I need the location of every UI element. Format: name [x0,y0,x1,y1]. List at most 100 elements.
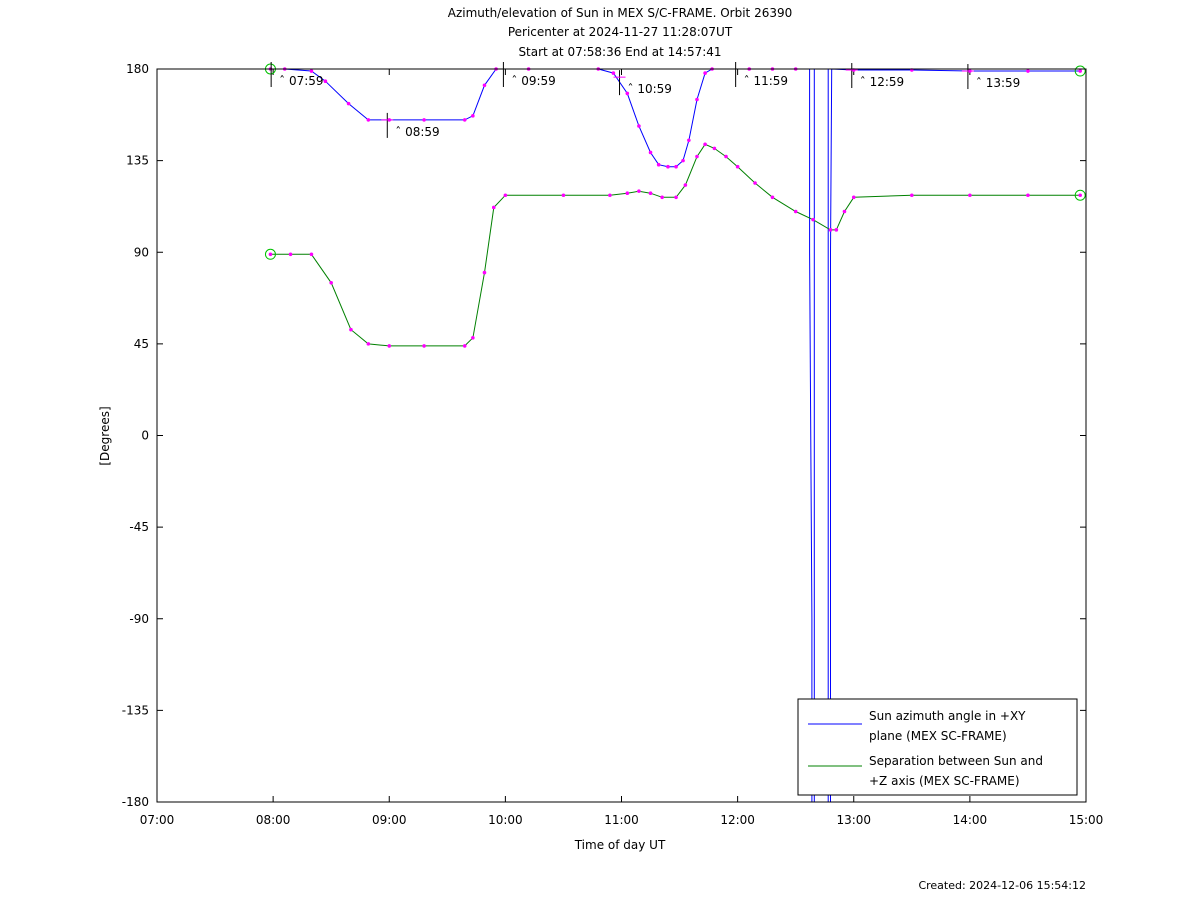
azimuth-data-point [657,163,661,167]
y-tick-label: 135 [126,154,149,168]
y-axis-label: [Degrees] [98,406,112,465]
separation-data-point [1078,193,1082,197]
azimuth-data-point [681,159,685,163]
separation-data-point [637,189,641,193]
hour-marker-label: ˆ 08:59 [395,125,439,139]
plot-frame [157,69,1086,802]
y-axis-ticks: 180 135 90 45 0 -45 -90 -135 -180 [122,62,1086,809]
azimuth-data-point [703,71,707,75]
x-tick-label: 08:00 [256,813,291,827]
series-azimuth-line [271,69,1081,802]
x-tick-label: 09:00 [372,813,407,827]
x-tick-label: 11:00 [604,813,639,827]
separation-data-point [483,271,487,275]
separation-data-point [811,218,815,222]
legend-label-azimuth-line-2: plane (MEX SC-FRAME) [869,729,1007,743]
x-tick-label: 07:00 [140,813,175,827]
separation-data-point [269,252,273,256]
plot-series [265,64,1085,802]
azimuth-data-point [612,71,616,75]
azimuth-data-point [674,165,678,169]
azimuth-data-point [483,83,487,87]
azimuth-data-point [347,102,351,106]
y-tick-label: 0 [141,429,149,443]
hour-marker-label: ˆ 12:59 [860,75,904,89]
separation-data-point [771,195,775,199]
separation-data-point [684,183,688,187]
legend-label-separation-line-1: Separation between Sun and [869,754,1043,768]
azimuth-data-point [310,69,314,73]
separation-data-point [649,191,653,195]
separation-data-point [736,165,740,169]
separation-data-point [852,195,856,199]
azimuth-data-point [687,138,691,142]
x-axis-label: Time of day UT [574,838,666,852]
separation-data-point [1026,193,1030,197]
y-tick-label: 180 [126,62,149,76]
legend: Sun azimuth angle in +XY plane (MEX SC-F… [798,699,1077,795]
separation-data-point [713,147,717,151]
y-tick-label: -180 [122,795,149,809]
separation-data-point [463,344,467,348]
azimuth-data-point [463,118,467,122]
separation-data-point [329,281,333,285]
y-tick-label: 45 [134,337,149,351]
separation-data-point [289,252,293,256]
azimuth-data-point [367,118,371,122]
azimuth-data-point [666,165,670,169]
chart-title-line-2: Pericenter at 2024-11-27 11:28:07UT [508,25,733,39]
separation-data-point [349,328,353,332]
y-tick-label: -135 [122,703,149,717]
separation-data-point [504,193,508,197]
x-tick-label: 12:00 [720,813,755,827]
y-tick-label: -90 [129,612,149,626]
series-separation-line [271,144,1081,346]
azimuth-data-point [649,151,653,155]
separation-data-point [674,195,678,199]
separation-data-point [753,181,757,185]
x-tick-label: 13:00 [836,813,871,827]
azimuth-data-point [422,118,426,122]
x-tick-label: 14:00 [953,813,988,827]
chart-title-line-1: Azimuth/elevation of Sun in MEX S/C-FRAM… [448,6,793,20]
separation-data-point [660,195,664,199]
legend-label-separation-line-2: +Z axis (MEX SC-FRAME) [869,774,1020,788]
separation-data-point [387,344,391,348]
separation-data-point [835,228,839,232]
separation-data-point [471,336,475,340]
azimuth-data-point [324,79,328,83]
hour-marker-label: ˆ 10:59 [628,82,672,96]
y-tick-label: 90 [134,245,149,259]
separation-data-point [703,143,707,147]
chart-title-line-3: Start at 07:58:36 End at 14:57:41 [518,45,721,59]
separation-data-point [910,193,914,197]
azimuth-data-point [695,98,699,102]
azimuth-data-point [1078,69,1082,73]
hour-marker-label: ˆ 13:59 [976,76,1020,90]
separation-data-point [794,210,798,214]
hour-marker-label: ˆ 11:59 [744,74,788,88]
y-tick-label: -45 [129,520,149,534]
hour-marker-label: ˆ 09:59 [511,74,555,88]
x-tick-label: 10:00 [488,813,523,827]
azimuth-data-point [637,124,641,128]
separation-data-point [492,206,496,210]
separation-data-point [724,155,728,159]
x-tick-label: 15:00 [1069,813,1104,827]
separation-data-point [608,193,612,197]
separation-data-point [367,342,371,346]
legend-label-azimuth-line-1: Sun azimuth angle in +XY [869,709,1026,723]
separation-data-point [968,193,972,197]
hour-marker-label: ˆ 07:59 [279,74,323,88]
separation-data-point [829,228,833,232]
azimuth-data-point [471,114,475,118]
separation-data-point [843,210,847,214]
separation-data-point [422,344,426,348]
separation-data-point [626,191,630,195]
separation-data-point [695,155,699,159]
hour-markers: ˆ 07:59 ˆ 08:59 ˆ 09:59 ˆ 10:59 ˆ 11:59 ˆ 12:… [265,62,1020,139]
azimuth-data-point [1026,69,1030,73]
separation-data-point [310,252,314,256]
created-timestamp: Created: 2024-12-06 15:54:12 [918,879,1086,892]
